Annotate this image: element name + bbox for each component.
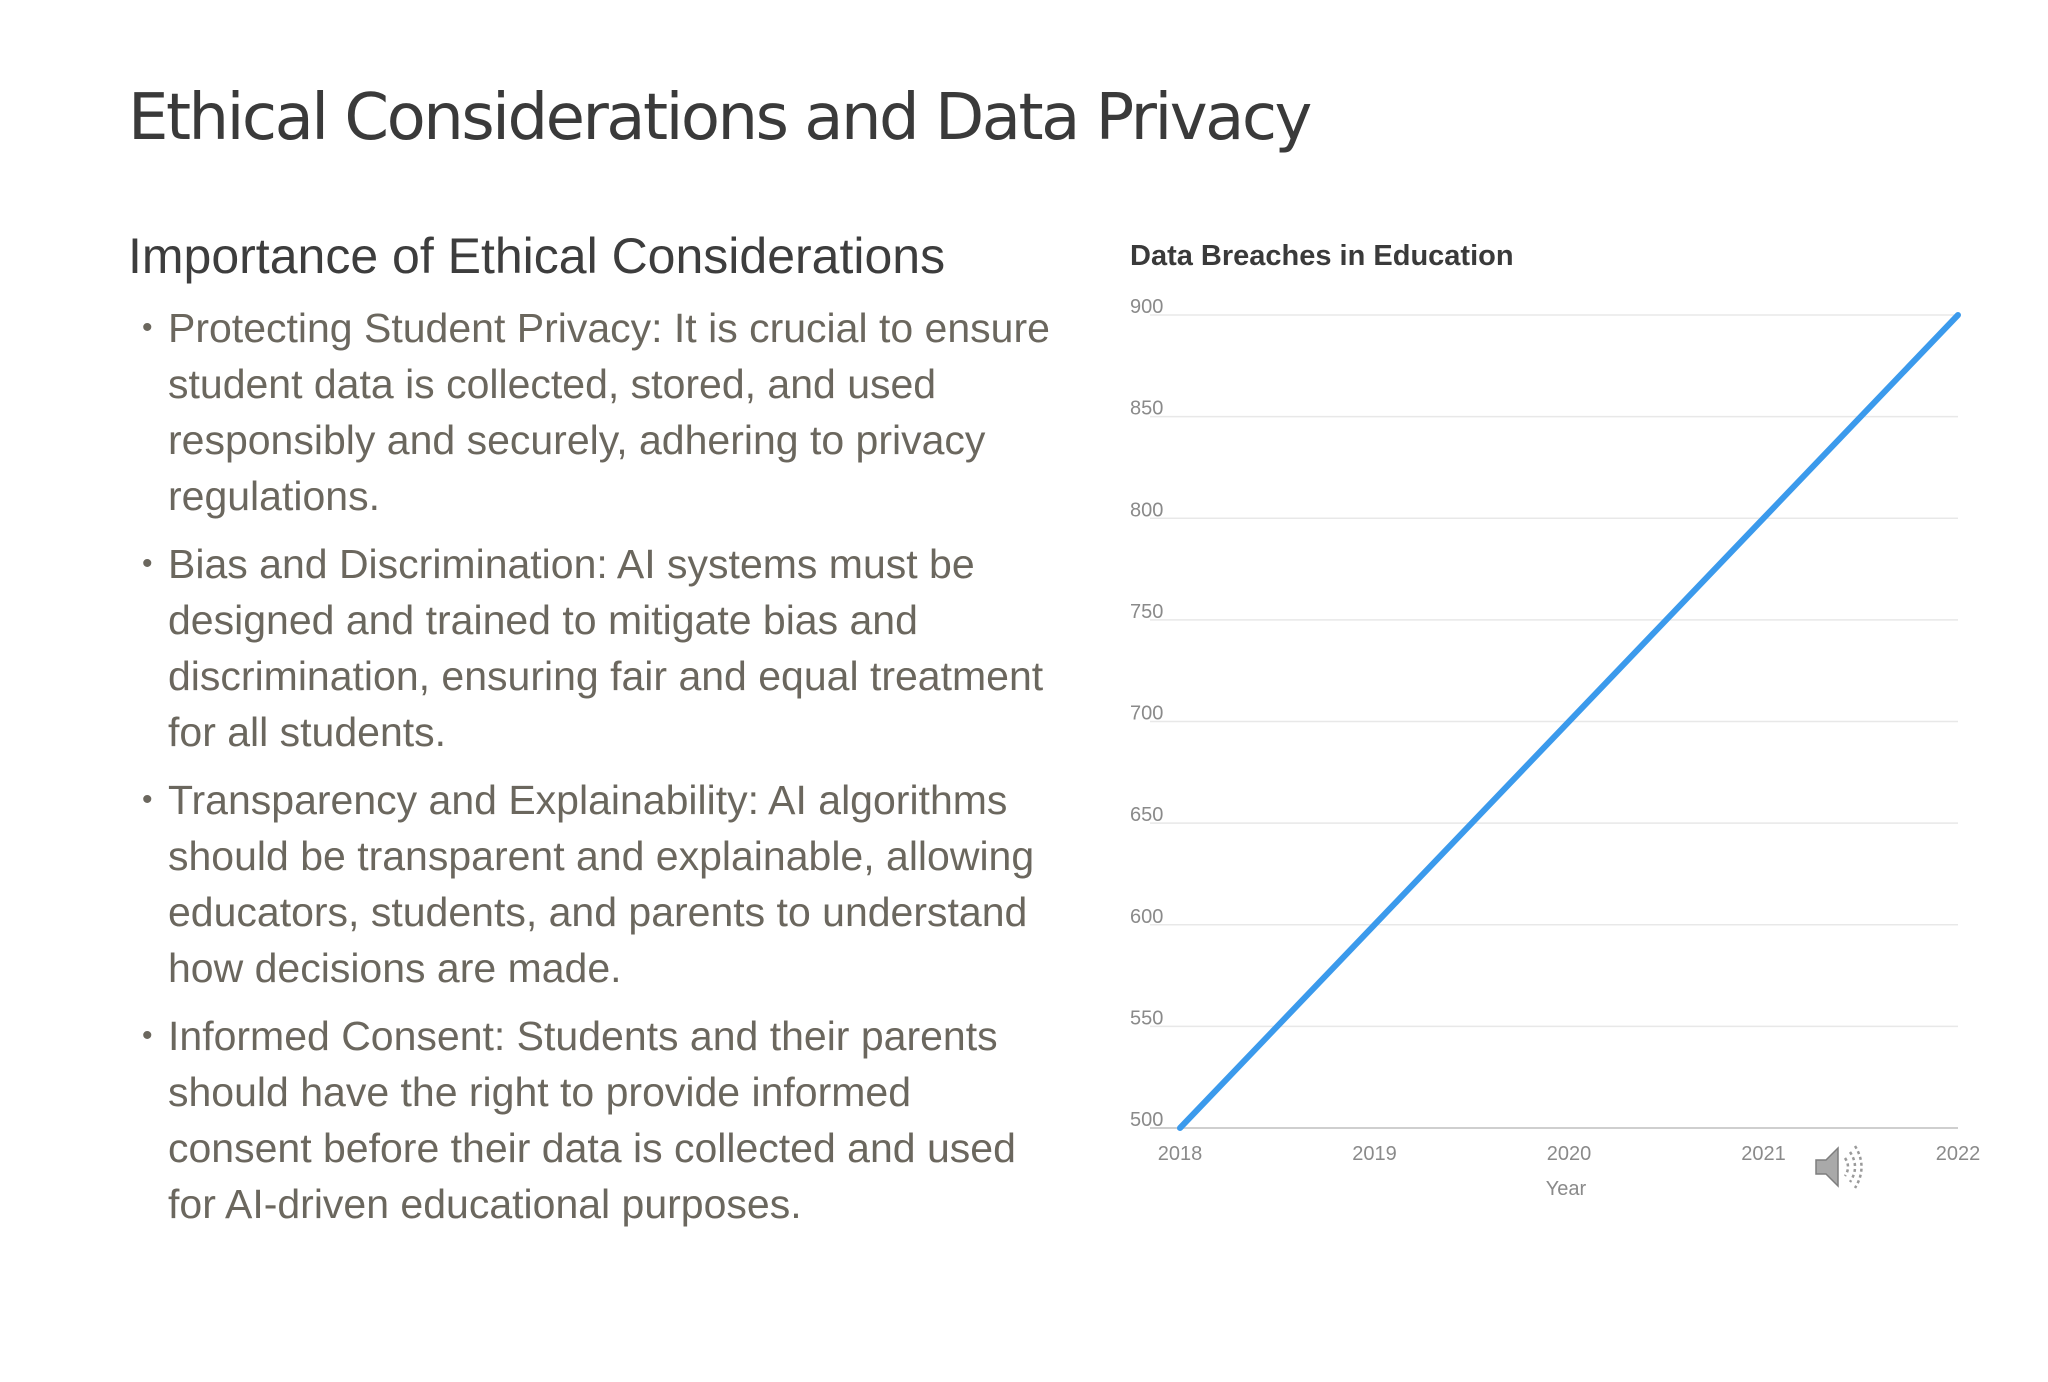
y-tick-label: 600: [1130, 906, 1163, 928]
bullet-text: Protecting Student Privacy: It is crucia…: [168, 305, 1050, 519]
series-line: [1177, 312, 1961, 1131]
x-tick-label: 2021: [1741, 1143, 1786, 1165]
line-chart: Data Breaches in Education 500 550 600 650 7…: [1100, 230, 2000, 1220]
bullet-item-bias: • Bias and Discrimination: AI systems mu…: [128, 536, 1058, 760]
bullet-dot: •: [142, 1019, 153, 1052]
x-tick-label: 2022: [1936, 1143, 1981, 1165]
chart-title: Data Breaches in Education: [1130, 240, 1514, 272]
chart-canvas: Data Breaches in Education 500 550 600 650 7…: [1130, 240, 1981, 1200]
bullet-list: • Protecting Student Privacy: It is cruc…: [128, 300, 1058, 1232]
y-tick-label: 700: [1130, 703, 1163, 725]
x-axis-label: Year: [1546, 1178, 1587, 1200]
bullet-item-transparency: • Transparency and Explainability: AI al…: [128, 772, 1058, 996]
y-tick-label: 900: [1130, 296, 1163, 318]
bullet-dot: •: [142, 311, 153, 344]
y-tick-label: 650: [1130, 804, 1163, 826]
x-tick-label: 2019: [1352, 1143, 1397, 1165]
x-axis-ticks: 2018 2019 2020 2021 2022: [1158, 1143, 1981, 1165]
section-heading: Importance of Ethical Considerations: [128, 228, 946, 284]
chart-gridlines: [1150, 314, 1958, 1129]
x-tick-label: 2018: [1158, 1143, 1203, 1165]
bullet-text: Bias and Discrimination: AI systems must…: [168, 541, 1044, 755]
content-column: Importance of Ethical Considerations • P…: [128, 226, 1058, 1244]
bullet-text: Transparency and Explainability: AI algo…: [168, 777, 1035, 991]
bullet-dot: •: [142, 783, 153, 816]
speaker-icon[interactable]: [1812, 1142, 1868, 1192]
y-tick-label: 800: [1130, 499, 1163, 521]
bullet-item-privacy: • Protecting Student Privacy: It is cruc…: [128, 300, 1058, 524]
y-tick-label: 850: [1130, 398, 1163, 420]
y-tick-label: 500: [1130, 1109, 1163, 1131]
y-tick-label: 550: [1130, 1007, 1163, 1029]
x-tick-label: 2020: [1547, 1143, 1592, 1165]
bullet-dot: •: [142, 547, 153, 580]
y-axis-ticks: 500 550 600 650 700 750 800 850 900: [1130, 296, 1163, 1131]
bullet-item-consent: • Informed Consent: Students and their p…: [128, 1008, 1058, 1232]
bullet-text: Informed Consent: Students and their par…: [168, 1013, 1016, 1227]
y-tick-label: 750: [1130, 601, 1163, 623]
chart-series: [1177, 312, 1961, 1131]
slide-title: Ethical Considerations and Data Privacy: [128, 81, 1312, 155]
